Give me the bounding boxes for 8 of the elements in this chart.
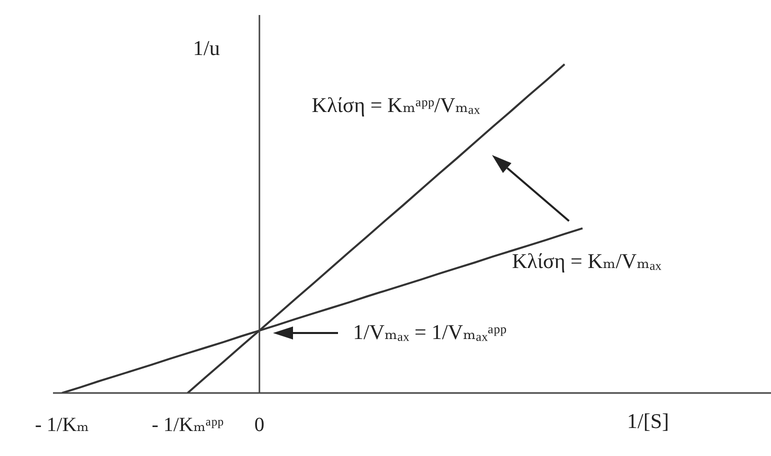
annotation: Κλίση = Kₘᵃᵖᵖ/Vₘₐₓ [312, 93, 481, 117]
annotation: Κλίση = Kₘ/Vₘₐₓ [512, 249, 662, 273]
y-axis-title: 1/u [193, 36, 220, 60]
x-axis-title: 1/[S] [627, 409, 669, 433]
annotation: 1/Vₘₐₓ = 1/Vₘₐₓᵃᵖᵖ [353, 320, 508, 344]
x-tick-label: - 1/Kₘᵃᵖᵖ [152, 414, 224, 436]
x-tick-label: 0 [254, 414, 264, 436]
x-tick-label: - 1/Kₘ [35, 414, 89, 436]
